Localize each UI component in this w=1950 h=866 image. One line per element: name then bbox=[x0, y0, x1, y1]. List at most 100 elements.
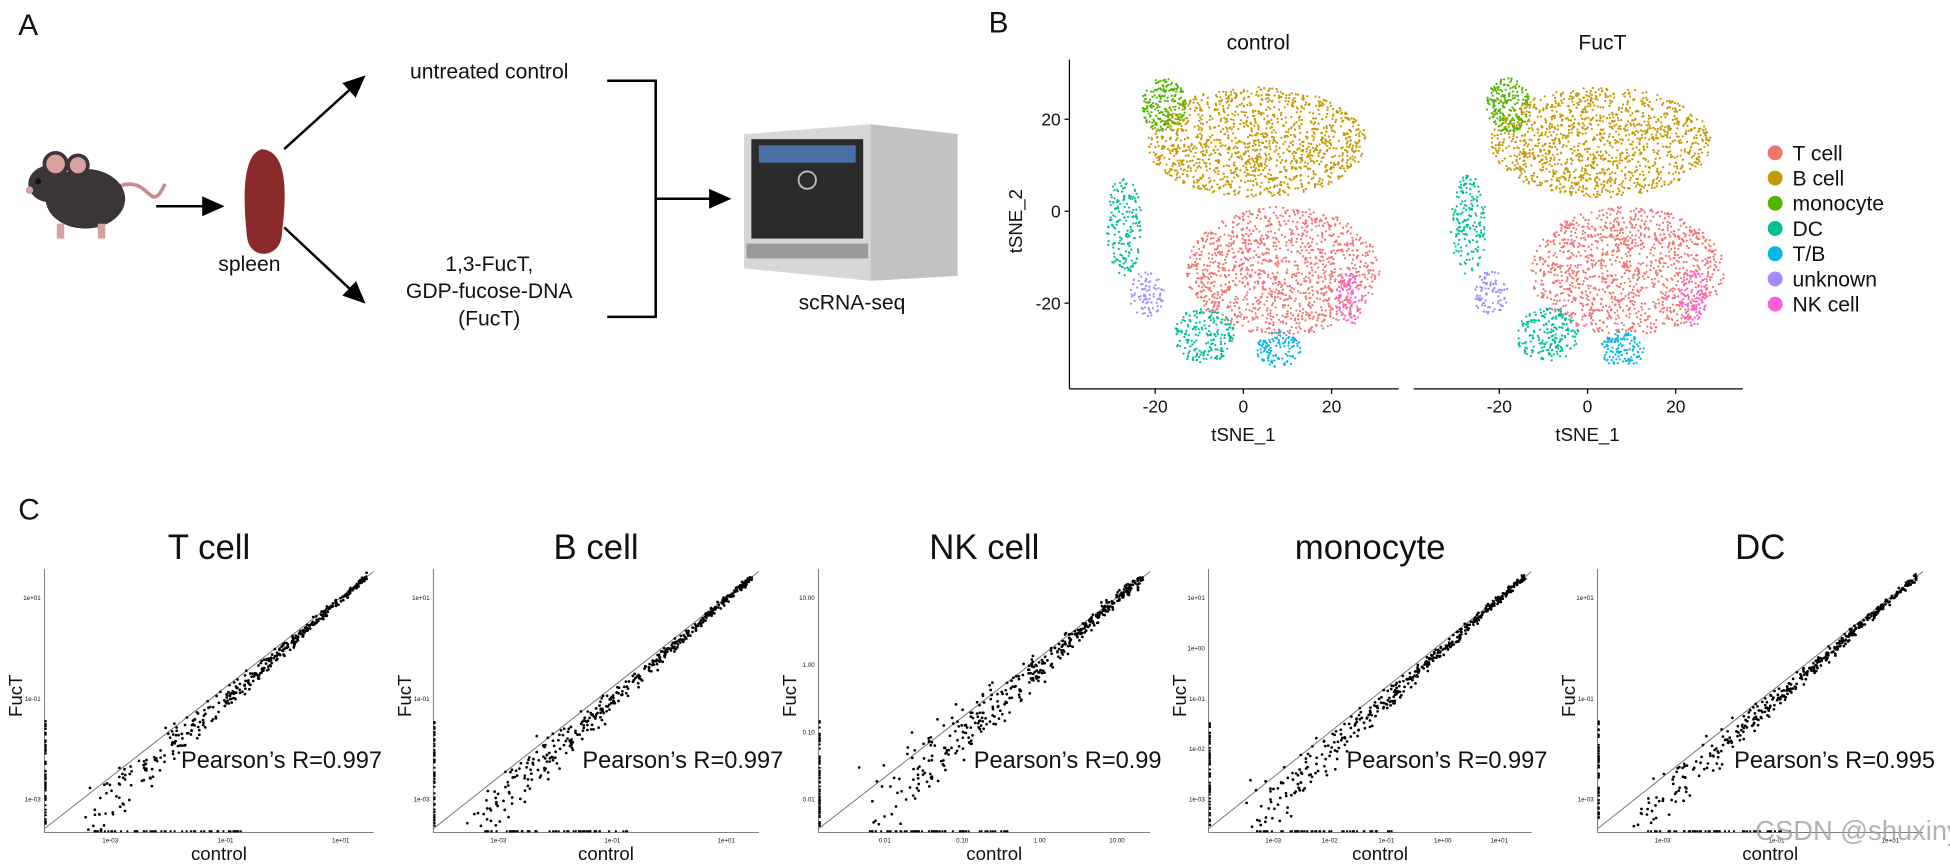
cell-dot bbox=[1309, 244, 1312, 247]
cell-dot bbox=[1324, 286, 1327, 289]
cell-dot bbox=[1621, 185, 1624, 188]
cell-dot bbox=[1360, 280, 1363, 283]
cell-dot bbox=[1315, 225, 1318, 228]
cell-dot bbox=[1330, 126, 1333, 130]
cell-dot bbox=[1308, 251, 1311, 255]
cell-dot bbox=[1200, 138, 1203, 141]
cell-dot bbox=[1563, 176, 1566, 180]
cell-dot bbox=[1286, 103, 1289, 106]
cell-dot bbox=[1220, 117, 1223, 121]
cell-dot bbox=[1354, 267, 1357, 270]
cell-dot bbox=[1588, 147, 1591, 150]
cell-dot bbox=[1258, 230, 1261, 233]
cell-dot bbox=[1313, 300, 1316, 304]
cell-dot bbox=[1161, 84, 1164, 87]
cell-dot bbox=[1324, 264, 1328, 267]
cell-dot bbox=[1239, 269, 1242, 272]
cell-dot bbox=[1299, 216, 1302, 220]
cell-dot bbox=[1113, 226, 1116, 229]
cell-dot bbox=[1290, 250, 1293, 253]
cell-dot bbox=[1222, 127, 1225, 131]
cell-dot bbox=[1219, 349, 1222, 352]
cell-dot bbox=[1247, 95, 1251, 98]
cell-dot bbox=[1648, 100, 1651, 104]
cell-dot bbox=[1604, 150, 1607, 153]
cell-dot bbox=[1209, 179, 1212, 182]
cell-dot bbox=[1249, 232, 1253, 236]
cell-dot bbox=[1574, 191, 1578, 194]
cell-dot bbox=[1328, 226, 1331, 229]
cell-dot bbox=[1582, 194, 1586, 197]
cell-dot bbox=[1646, 142, 1649, 145]
cell-dot bbox=[1235, 174, 1239, 177]
cell-dot bbox=[1586, 104, 1589, 108]
cell-dot bbox=[1299, 304, 1302, 308]
cell-dot bbox=[1252, 180, 1255, 183]
cell-dot bbox=[1544, 133, 1547, 136]
cell-dot bbox=[1238, 156, 1241, 159]
cell-dot bbox=[1216, 348, 1219, 351]
cell-dot bbox=[1302, 308, 1305, 311]
cell-dot bbox=[1525, 123, 1529, 126]
cell-dot bbox=[1293, 319, 1297, 322]
cell-dot bbox=[1550, 126, 1553, 129]
cell-dot bbox=[1169, 152, 1172, 155]
cell-dot bbox=[1356, 305, 1359, 309]
cell-dot bbox=[1545, 167, 1548, 171]
cell-dot bbox=[1662, 135, 1665, 138]
cell-dot bbox=[1570, 131, 1573, 134]
cell-dot bbox=[1172, 145, 1175, 148]
cell-dot bbox=[1268, 190, 1271, 193]
cell-dot bbox=[1278, 100, 1281, 103]
cell-dot bbox=[1554, 145, 1557, 149]
cell-dot bbox=[1184, 311, 1188, 314]
cell-dot bbox=[1279, 330, 1282, 333]
cell-dot bbox=[1255, 328, 1259, 332]
cell-dot bbox=[1227, 333, 1230, 336]
cell-dot bbox=[1281, 260, 1284, 263]
cell-dot bbox=[1620, 193, 1623, 197]
cell-dot bbox=[1559, 183, 1562, 186]
cell-dot bbox=[1232, 334, 1235, 337]
cell-dot bbox=[1275, 288, 1278, 291]
cell-dot bbox=[1193, 314, 1196, 317]
cell-dot bbox=[1147, 307, 1150, 310]
cell-dot bbox=[1266, 114, 1269, 117]
cell-dot bbox=[1642, 147, 1646, 151]
cell-dot bbox=[1267, 292, 1270, 295]
cell-dot bbox=[1229, 169, 1232, 172]
cell-dot bbox=[1244, 145, 1247, 149]
cell-dot bbox=[1220, 333, 1223, 336]
cell-dot bbox=[1163, 94, 1166, 97]
cell-dot bbox=[1271, 315, 1275, 318]
cell-dot bbox=[1277, 338, 1281, 342]
cell-dot bbox=[1282, 306, 1285, 309]
cell-dot bbox=[1269, 217, 1272, 220]
cell-dot bbox=[1302, 188, 1305, 191]
cell-dot bbox=[1168, 89, 1171, 92]
cell-dot bbox=[1550, 118, 1554, 121]
cell-dot bbox=[1265, 164, 1268, 168]
cell-dot bbox=[1300, 123, 1303, 126]
cell-dot bbox=[1685, 119, 1689, 122]
cell-dot bbox=[1284, 210, 1287, 213]
cell-dot bbox=[1570, 193, 1573, 197]
cell-dot bbox=[1183, 332, 1187, 336]
cell-dot bbox=[1216, 251, 1220, 254]
cell-dot bbox=[1242, 218, 1245, 221]
cell-dot bbox=[1116, 205, 1120, 208]
cell-dot bbox=[1257, 128, 1260, 131]
cell-dot bbox=[1230, 319, 1233, 323]
cell-dot bbox=[1564, 189, 1567, 193]
cell-dot bbox=[1335, 306, 1339, 309]
cell-dot bbox=[1371, 280, 1374, 283]
cell-dot bbox=[1558, 138, 1561, 141]
cell-dot bbox=[1125, 202, 1129, 205]
cell-dot bbox=[1323, 293, 1326, 296]
cell-dot bbox=[1284, 256, 1287, 259]
cell-dot bbox=[1247, 159, 1250, 163]
cell-dot bbox=[1598, 119, 1602, 122]
cell-dot bbox=[1630, 171, 1634, 175]
cell-dot bbox=[1202, 289, 1205, 292]
cell-dot bbox=[1280, 95, 1283, 99]
